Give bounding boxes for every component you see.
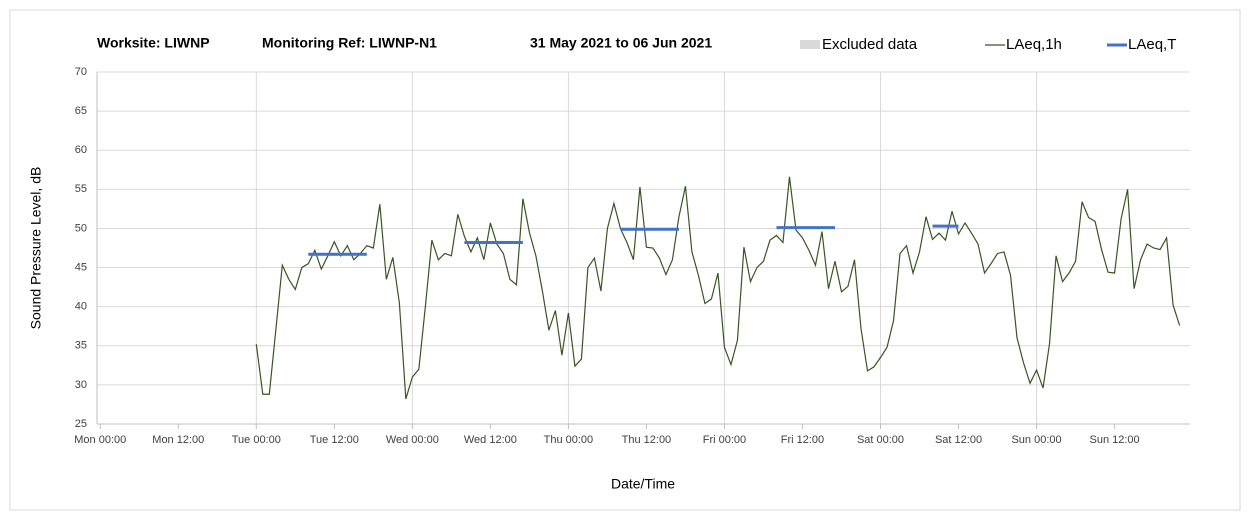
x-tick-label: Fri 12:00: [781, 434, 824, 446]
x-tick-label: Sun 12:00: [1089, 434, 1139, 446]
y-tick-label: 70: [75, 66, 87, 78]
x-tick-label: Sun 00:00: [1011, 434, 1061, 446]
x-tick-label: Tue 12:00: [310, 434, 359, 446]
x-tick-label: Thu 12:00: [622, 434, 672, 446]
chart-title: Monitoring Ref: LIWNP-N1: [262, 35, 437, 51]
chart-title: Worksite: LIWNP: [97, 35, 210, 51]
x-tick-label: Mon 12:00: [152, 434, 204, 446]
y-tick-label: 35: [75, 340, 87, 352]
y-tick-label: 40: [75, 301, 87, 313]
x-axis-title: Date/Time: [611, 476, 675, 492]
y-tick-label: 25: [75, 418, 87, 430]
y-tick-label: 50: [75, 222, 87, 234]
legend-label: LAeq,T: [1128, 36, 1176, 53]
legend-label: Excluded data: [822, 36, 918, 53]
x-tick-label: Wed 00:00: [386, 434, 439, 446]
x-tick-label: Tue 00:00: [232, 434, 281, 446]
y-tick-label: 60: [75, 144, 87, 156]
legend-label: LAeq,1h: [1006, 36, 1062, 53]
y-tick-label: 55: [75, 183, 87, 195]
y-tick-label: 65: [75, 105, 87, 117]
y-axis-title: Sound Pressure Level, dB: [28, 167, 44, 330]
line-series: [255, 176, 1181, 400]
x-tick-label: Wed 12:00: [464, 434, 517, 446]
x-tick-label: Fri 00:00: [703, 434, 746, 446]
y-tick-label: 45: [75, 261, 87, 273]
x-tick-label: Mon 00:00: [74, 434, 126, 446]
legend-swatch: [800, 40, 820, 49]
x-tick-label: Sat 12:00: [935, 434, 982, 446]
x-tick-label: Sat 00:00: [857, 434, 904, 446]
x-tick-label: Thu 00:00: [544, 434, 594, 446]
chart-frame: [9, 9, 1241, 511]
chart-title: 31 May 2021 to 06 Jun 2021: [530, 35, 712, 51]
y-tick-label: 30: [75, 379, 87, 391]
